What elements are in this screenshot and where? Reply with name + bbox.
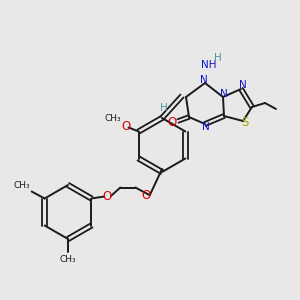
Text: CH₃: CH₃ <box>13 181 30 190</box>
Text: CH₃: CH₃ <box>104 114 121 123</box>
Text: N: N <box>239 80 247 90</box>
Text: CH₃: CH₃ <box>60 254 76 263</box>
Text: N: N <box>200 75 208 85</box>
Text: O: O <box>121 120 130 133</box>
Text: O: O <box>142 189 151 202</box>
Text: N: N <box>202 122 210 132</box>
Text: H: H <box>160 103 168 113</box>
Text: NH: NH <box>201 60 217 70</box>
Text: O: O <box>167 116 177 128</box>
Text: N: N <box>220 89 228 99</box>
Text: O: O <box>103 190 112 203</box>
Text: H: H <box>214 53 222 63</box>
Text: S: S <box>241 116 249 128</box>
